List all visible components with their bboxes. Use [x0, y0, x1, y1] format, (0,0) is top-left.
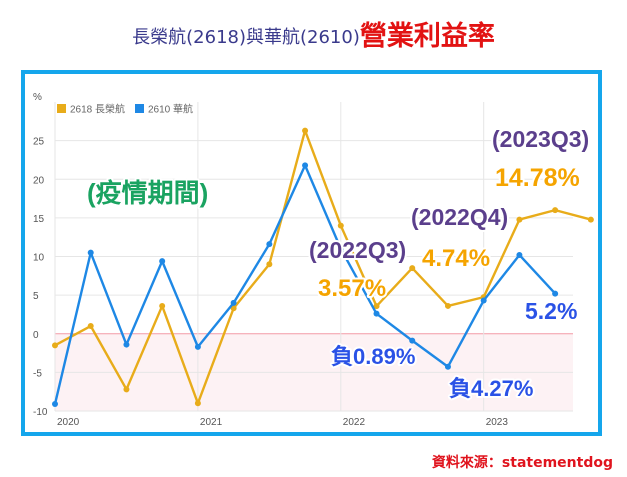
- series-2: [52, 162, 559, 408]
- data-point: [516, 251, 523, 258]
- data-point: [337, 245, 344, 252]
- data-point: [587, 216, 594, 223]
- y-tick-label: -5: [33, 368, 42, 379]
- legend-label: 2610 華航: [148, 103, 193, 116]
- y-tick-label: 0: [33, 330, 39, 341]
- annotation-label: 負4.27%: [449, 376, 533, 401]
- data-point: [337, 222, 344, 229]
- line-chart: -10 -5 0 5 10 15 20 25% 2020 2021 2022 2023 2618 長榮航…: [33, 92, 594, 428]
- data-point: [159, 258, 166, 265]
- data-point: [480, 297, 487, 304]
- data-point: [552, 290, 559, 297]
- data-point: [123, 386, 130, 393]
- x-tick-label: 2023: [486, 417, 509, 428]
- x-tick-label: 2022: [343, 417, 366, 428]
- annotation-label: (疫情期間): [87, 178, 208, 208]
- annotation-label: (2022Q3): [309, 237, 406, 263]
- data-point: [409, 265, 416, 272]
- chart-title: 長榮航(2618)與華航(2610)營業利益率: [0, 14, 627, 53]
- data-point: [444, 302, 451, 309]
- y-tick-label: 25: [33, 137, 45, 148]
- y-tick-label: 10: [33, 253, 45, 264]
- source-note: 資料來源：statementdog: [431, 455, 613, 471]
- data-point: [194, 343, 201, 350]
- y-tick-label: -10: [33, 407, 48, 418]
- annotation-label: (2022Q4): [411, 204, 508, 230]
- y-axis-label: %: [33, 92, 42, 103]
- legend-swatch: [57, 104, 66, 113]
- data-point: [444, 363, 451, 370]
- y-tick-label: 5: [33, 291, 39, 302]
- annotation-label: 5.2%: [525, 298, 577, 324]
- data-point: [373, 303, 380, 310]
- data-point: [230, 305, 237, 312]
- data-point: [123, 341, 130, 348]
- x-tick-label: 2020: [57, 417, 80, 428]
- data-point: [266, 241, 273, 248]
- annotation-label: 14.78%: [495, 164, 580, 192]
- y-tick-label: 20: [33, 175, 45, 186]
- chart-title-main: 長榮航(2618)與華航(2610): [132, 27, 360, 48]
- data-point: [373, 310, 380, 317]
- data-point: [266, 261, 273, 268]
- y-tick-label: 15: [33, 214, 45, 225]
- x-tick-label: 2021: [200, 417, 223, 428]
- data-point: [52, 401, 58, 408]
- legend-label: 2618 長榮航: [70, 103, 125, 116]
- legend-swatch: [135, 104, 144, 113]
- legend: 2618 長榮航 2610 華航: [57, 103, 193, 116]
- annotation-label: 4.74%: [422, 245, 490, 272]
- series-line: [54, 129, 592, 405]
- data-point: [409, 337, 416, 344]
- series-1: [52, 127, 594, 407]
- annotation-label: 負0.89%: [331, 344, 415, 369]
- data-point: [87, 249, 94, 256]
- data-point: [302, 127, 309, 134]
- data-point: [552, 207, 559, 214]
- data-point: [159, 302, 166, 309]
- chart-title-highlight: 營業利益率: [359, 21, 495, 52]
- data-point: [230, 299, 237, 306]
- annotation-label: (2023Q3): [492, 126, 589, 152]
- data-point: [302, 162, 309, 169]
- data-point: [194, 400, 201, 407]
- annotation-label: 3.57%: [318, 275, 386, 302]
- data-point: [87, 323, 94, 330]
- chart-frame: -10 -5 0 5 10 15 20 25% 2020 2021 2022 2023 2618 長榮航…: [21, 70, 602, 436]
- data-point: [516, 216, 523, 223]
- data-point: [52, 342, 58, 349]
